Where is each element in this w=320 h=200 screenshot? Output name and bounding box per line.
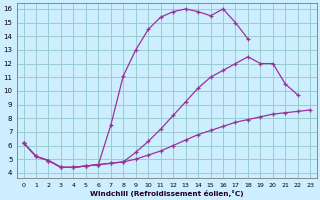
X-axis label: Windchill (Refroidissement éolien,°C): Windchill (Refroidissement éolien,°C) xyxy=(90,190,244,197)
